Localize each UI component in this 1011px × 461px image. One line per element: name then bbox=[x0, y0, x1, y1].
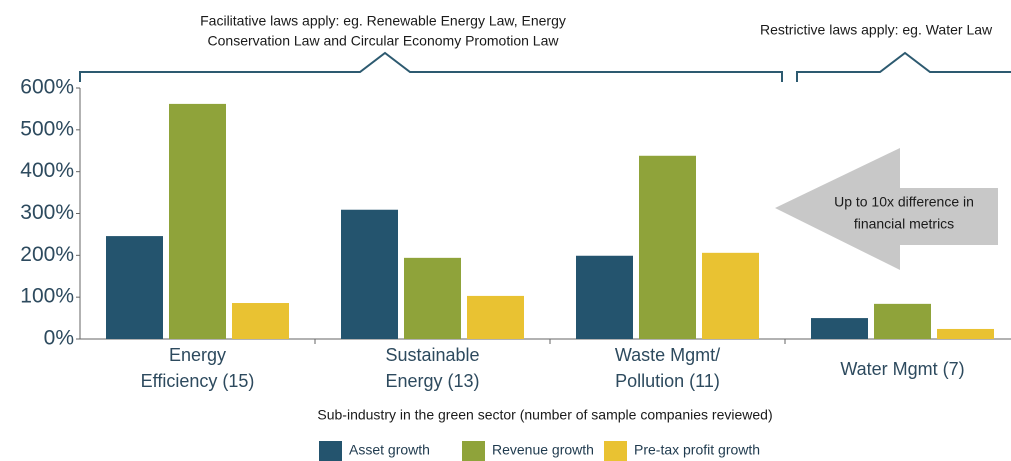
bar bbox=[106, 236, 163, 339]
brackets bbox=[79, 51, 1011, 82]
bar bbox=[702, 252, 759, 339]
legend-swatch bbox=[319, 441, 342, 461]
bar bbox=[341, 209, 398, 339]
annotation: financial metrics bbox=[854, 216, 954, 232]
x-tick-label: Efficiency (15) bbox=[141, 371, 255, 391]
x-tick-label: Sustainable bbox=[385, 345, 479, 365]
x-tick-label: Energy (13) bbox=[385, 371, 479, 391]
bar bbox=[639, 155, 696, 339]
y-tick-label: 200% bbox=[20, 243, 74, 266]
x-tick-label: Water Mgmt (7) bbox=[840, 359, 964, 379]
x-tick-label: Waste Mgmt/ bbox=[615, 345, 720, 365]
y-tick-label: 100% bbox=[20, 285, 74, 308]
annotation: Restrictive laws apply: eg. Water Law bbox=[760, 22, 993, 38]
y-tick-label: 0% bbox=[44, 327, 74, 350]
x-axis-label: Sub-industry in the green sector (number… bbox=[317, 407, 772, 423]
y-tick-label: 300% bbox=[20, 201, 74, 224]
bar bbox=[874, 303, 931, 339]
bar bbox=[467, 295, 524, 339]
legend-label: Asset growth bbox=[349, 442, 430, 458]
x-tick-label: Pollution (11) bbox=[615, 371, 720, 391]
bracket-facilitative bbox=[79, 51, 783, 82]
x-tick-label: Energy bbox=[169, 345, 226, 365]
y-tick-label: 400% bbox=[20, 159, 74, 182]
legend-swatch bbox=[604, 441, 627, 461]
bar bbox=[404, 257, 461, 339]
annotation: Facilitative laws apply: eg. Renewable E… bbox=[200, 13, 566, 29]
y-tick-label: 600% bbox=[20, 76, 74, 99]
legend-swatch bbox=[462, 441, 485, 461]
legend-label: Pre-tax profit growth bbox=[634, 442, 760, 458]
bar bbox=[576, 255, 633, 339]
bar bbox=[232, 303, 289, 339]
legend-label: Revenue growth bbox=[492, 442, 594, 458]
annotation: Conservation Law and Circular Economy Pr… bbox=[208, 33, 560, 49]
annotation: Up to 10x difference in bbox=[834, 194, 974, 210]
arrow bbox=[775, 148, 998, 270]
y-tick-label: 500% bbox=[20, 117, 74, 140]
bar bbox=[169, 103, 226, 339]
bar bbox=[811, 318, 868, 339]
bar bbox=[937, 328, 994, 339]
bracket-restrictive bbox=[796, 51, 1011, 82]
